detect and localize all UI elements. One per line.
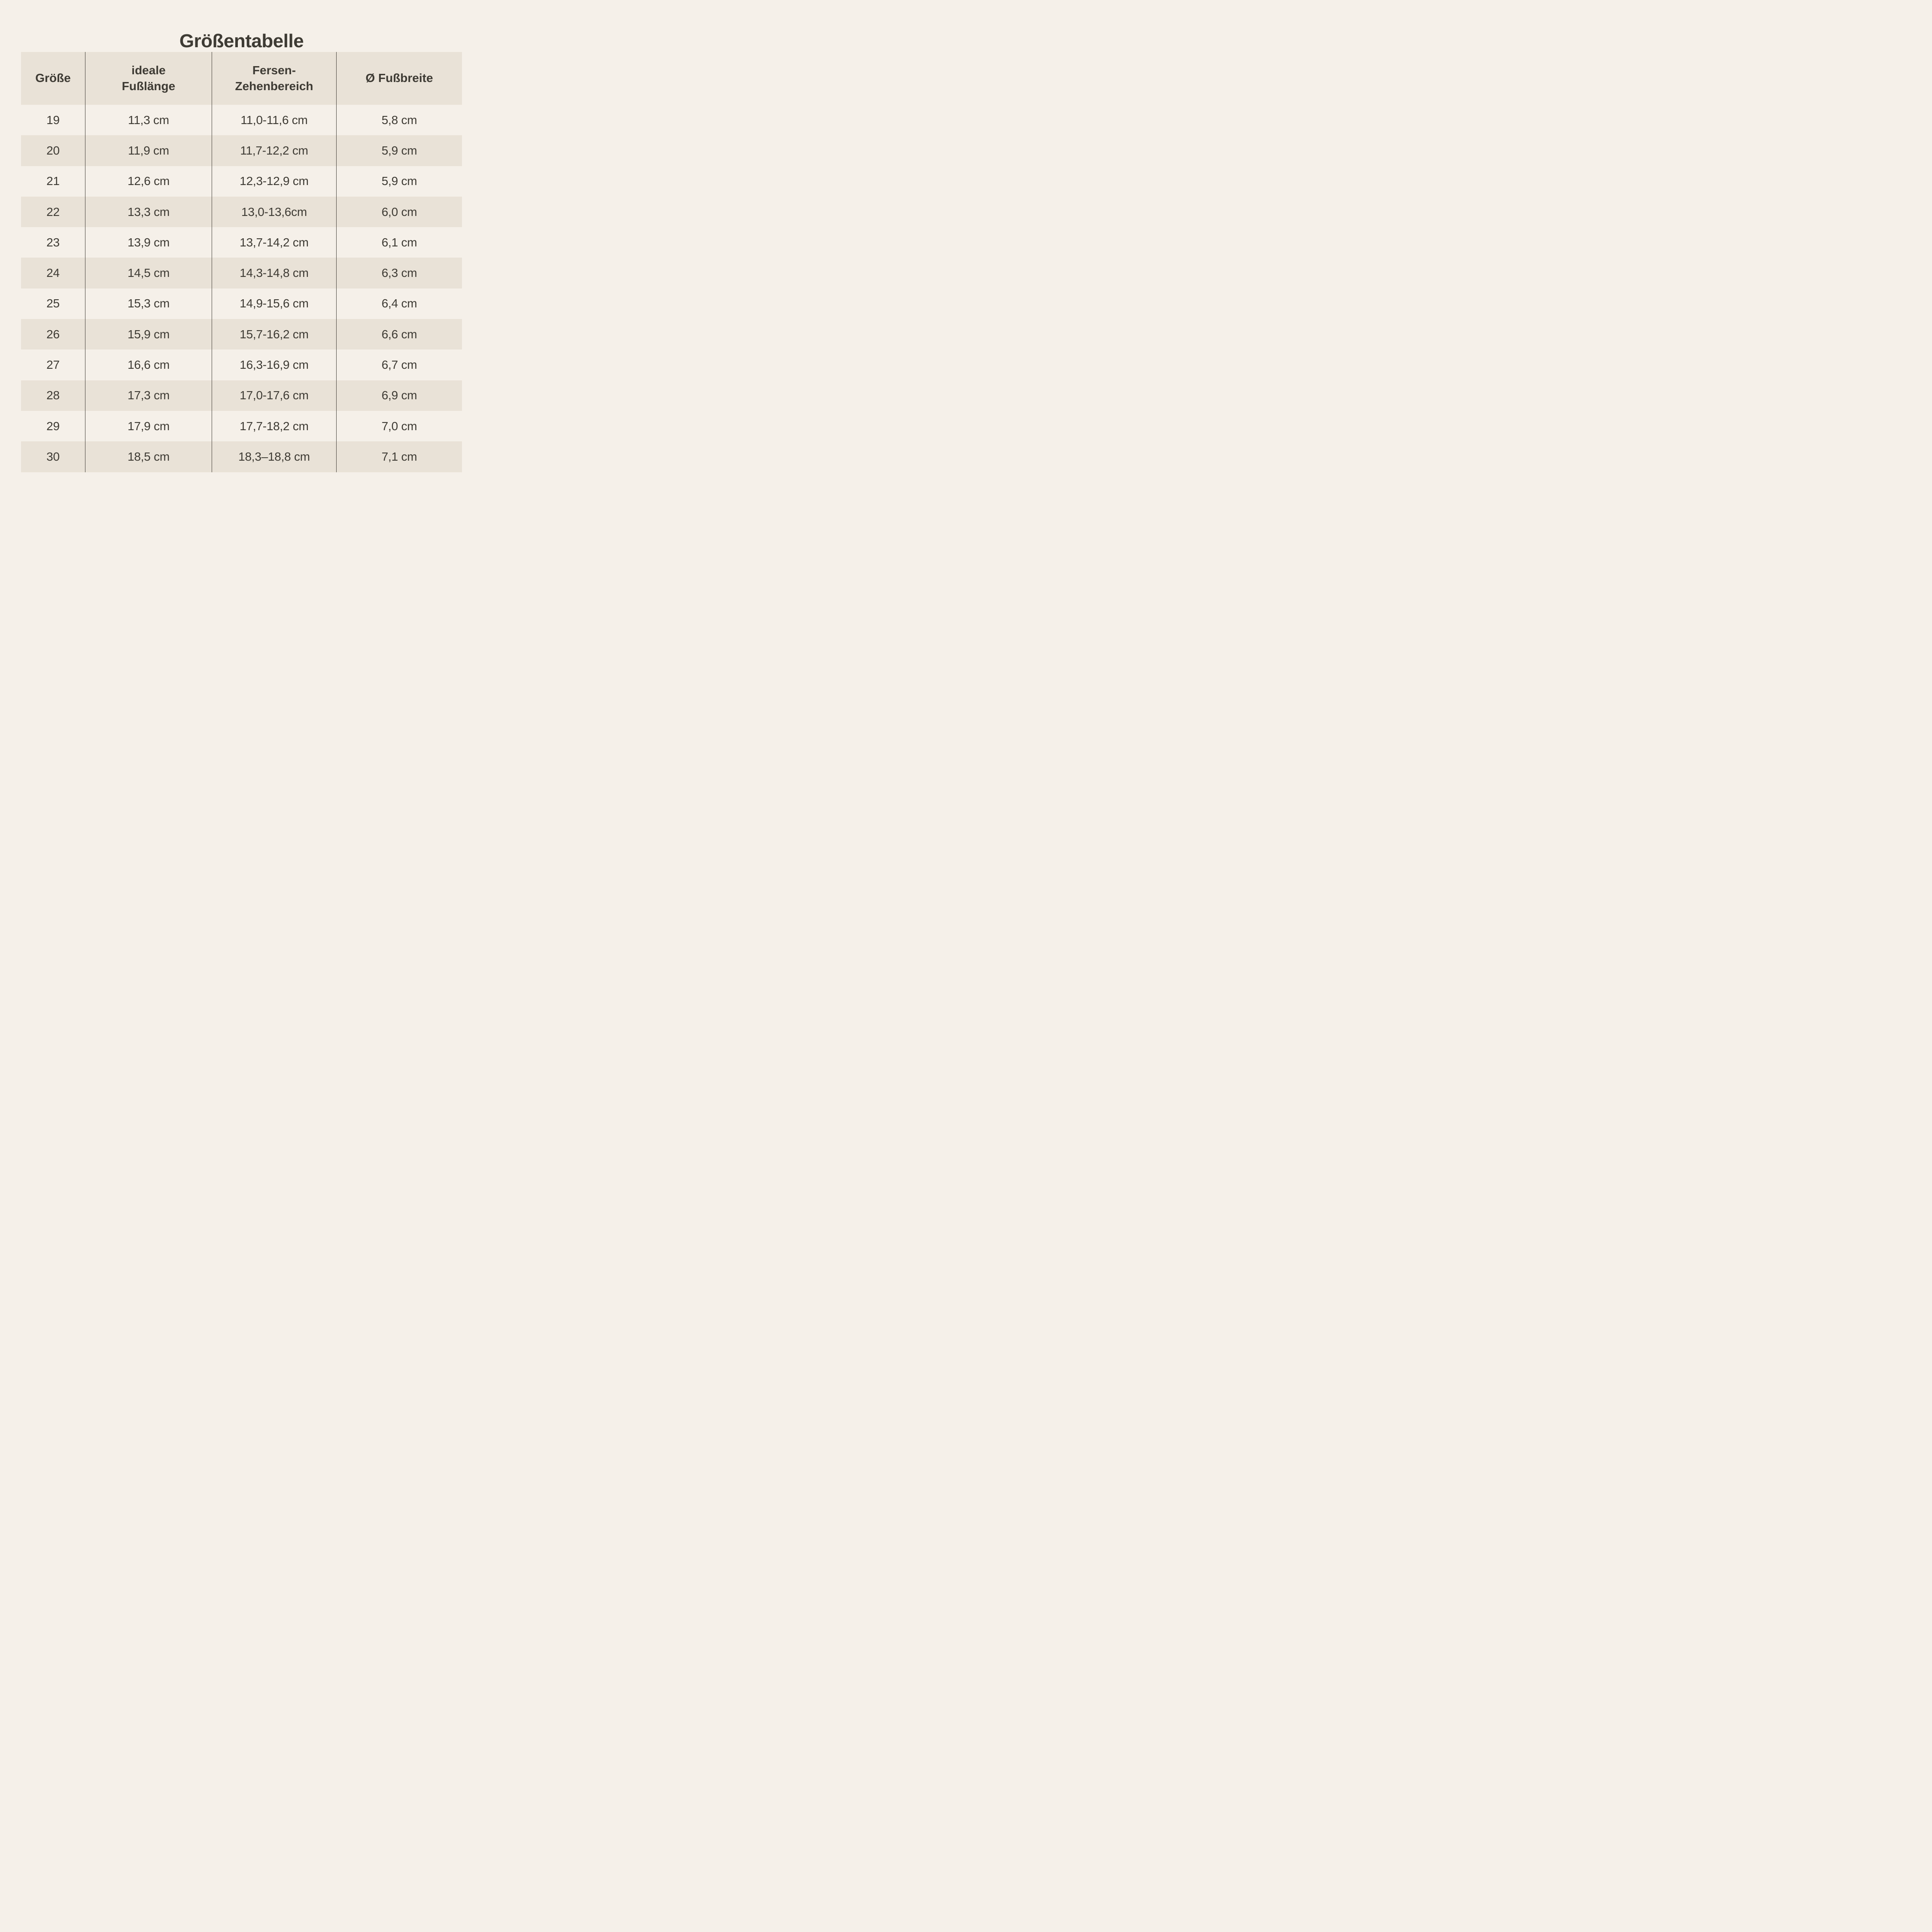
column-header-fussbreite: Ø Fußbreite [337,52,462,105]
ideal-foot-length-cell: 17,9 cm [85,410,212,442]
page-title: Größentabelle [179,30,304,52]
table-row-size-24: 24 14,5 cm 14,3-14,8 cm 6,3 cm [21,258,462,289]
heel-toe-range-cell: 14,9-15,6 cm [212,288,337,319]
size-cell: 28 [21,380,85,411]
table-row-size-20: 20 11,9 cm 11,7-12,2 cm 5,9 cm [21,135,462,166]
heel-toe-range-cell: 17,7-18,2 cm [212,410,337,442]
avg-foot-width-cell: 6,1 cm [381,235,417,249]
ideal-foot-length-cell: 15,3 cm [85,288,212,319]
ideal-foot-length-cell: 17,3 cm [85,380,212,411]
ideal-foot-length-cell: 11,9 cm [85,135,212,166]
table-header-row: Größe ideale Fußlänge Fersen- Zehenberei… [21,52,462,105]
avg-foot-width-cell: 5,9 cm [381,143,417,157]
ideal-foot-length-cell: 13,9 cm [85,227,212,258]
column-header-label: Ø Fußbreite [365,71,433,85]
table-row-size-19: 19 11,3 cm 11,0-11,6 cm 5,8 cm [21,105,462,136]
heel-toe-range-cell: 14,3-14,8 cm [212,258,337,289]
column-header-label-line: Fersen- [252,63,296,77]
ideal-foot-length-cell: 11,3 cm [85,105,212,136]
table-row-size-21: 21 12,6 cm 12,3-12,9 cm 5,9 cm [21,166,462,197]
avg-foot-width-cell: 6,6 cm [381,327,417,341]
avg-foot-width-cell: 6,0 cm [381,205,417,219]
size-table: Größe ideale Fußlänge Fersen- Zehenberei… [21,52,462,472]
table-row-size-28: 28 17,3 cm 17,0-17,6 cm 6,9 cm [21,380,462,411]
avg-foot-width-cell: 5,9 cm [381,174,417,188]
heel-toe-range-cell: 16,3-16,9 cm [212,349,337,380]
size-cell: 20 [21,135,85,166]
ideal-foot-length-cell: 18,5 cm [85,441,212,472]
size-cell: 27 [21,349,85,380]
heel-toe-range-cell: 13,0-13,6cm [212,196,337,228]
size-cell: 23 [21,227,85,258]
column-header-label-line: Fußlänge [122,79,176,93]
table-row-size-27: 27 16,6 cm 16,3-16,9 cm 6,7 cm [21,349,462,380]
column-header-label: Größe [35,71,71,85]
size-cell: 25 [21,288,85,319]
size-cell: 29 [21,410,85,442]
size-cell: 22 [21,196,85,228]
table-row-size-25: 25 15,3 cm 14,9-15,6 cm 6,4 cm [21,288,462,319]
avg-foot-width-cell: 7,1 cm [381,450,417,463]
avg-foot-width-cell: 5,8 cm [381,113,417,127]
heel-toe-range-cell: 15,7-16,2 cm [212,319,337,350]
avg-foot-width-cell: 6,9 cm [381,389,417,402]
ideal-foot-length-cell: 15,9 cm [85,319,212,350]
table-row-size-22: 22 13,3 cm 13,0-13,6cm 6,0 cm [21,196,462,228]
heel-toe-range-cell: 17,0-17,6 cm [212,380,337,411]
column-header-groesse: Größe [21,52,85,105]
avg-foot-width-cell: 7,0 cm [381,419,417,433]
size-cell: 30 [21,441,85,472]
column-header-label-line: Zehenbereich [235,79,313,93]
size-cell: 19 [21,105,85,136]
heel-toe-range-cell: 18,3–18,8 cm [212,441,337,472]
ideal-foot-length-cell: 14,5 cm [85,258,212,289]
heel-toe-range-cell: 11,0-11,6 cm [212,105,337,136]
heel-toe-range-cell: 13,7-14,2 cm [212,227,337,258]
table-row-size-23: 23 13,9 cm 13,7-14,2 cm 6,1 cm [21,227,462,258]
ideal-foot-length-cell: 13,3 cm [85,196,212,228]
column-header-ideale-fusslaenge: ideale Fußlänge [85,52,212,105]
heel-toe-range-cell: 12,3-12,9 cm [212,166,337,197]
table-row-size-26: 26 15,9 cm 15,7-16,2 cm 6,6 cm [21,319,462,350]
column-header-label-line: ideale [131,63,166,77]
ideal-foot-length-cell: 12,6 cm [85,166,212,197]
table-row-size-29: 29 17,9 cm 17,7-18,2 cm 7,0 cm [21,410,462,442]
size-cell: 24 [21,258,85,289]
size-cell: 26 [21,319,85,350]
heel-toe-range-cell: 11,7-12,2 cm [212,135,337,166]
avg-foot-width-cell: 6,7 cm [381,358,417,372]
ideal-foot-length-cell: 16,6 cm [85,349,212,380]
size-cell: 21 [21,166,85,197]
avg-foot-width-cell: 6,3 cm [381,266,417,280]
table-row-size-30: 30 18,5 cm 18,3–18,8 cm 7,1 cm [21,441,462,472]
column-header-fersen-zehenbereich: Fersen- Zehenbereich [212,52,337,105]
size-chart-page: { "title": "Größentabelle", "colors": { … [0,0,483,483]
avg-foot-width-cell: 6,4 cm [381,297,417,310]
